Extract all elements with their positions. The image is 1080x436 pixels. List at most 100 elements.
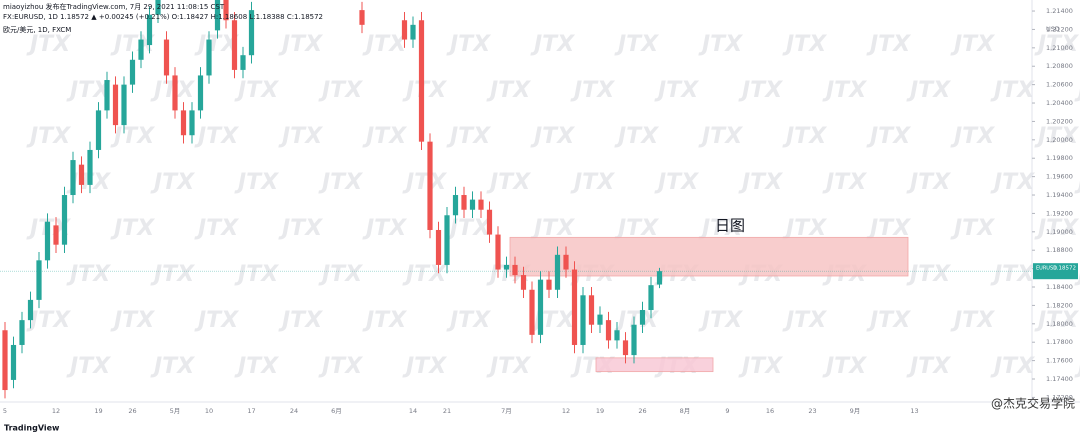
x-tick-label: 12 <box>52 407 60 415</box>
watermark: JTX <box>530 216 575 241</box>
watermark: JTX <box>278 308 323 333</box>
candle-body <box>597 314 603 325</box>
watermark: JTX <box>1034 308 1079 333</box>
watermark: JTX <box>530 124 575 149</box>
watermark: JTX <box>990 170 1035 195</box>
watermark: JTX <box>194 124 239 149</box>
watermark: JTX <box>446 216 491 241</box>
y-tick-label: 1.19600 <box>1046 173 1073 181</box>
y-tick-label: 1.18200 <box>1046 301 1073 309</box>
watermark: JTX <box>906 170 951 195</box>
currency: USD <box>1046 25 1060 33</box>
candle-body <box>486 209 493 235</box>
watermark: JTX <box>446 124 491 149</box>
y-tick-label: 1.19800 <box>1046 154 1073 162</box>
watermark: JTX <box>278 216 323 241</box>
watermark: JTX <box>530 32 575 57</box>
candle-body <box>359 10 365 25</box>
watermark: JTX <box>318 354 363 379</box>
x-tick-label: 6月 <box>331 407 342 415</box>
candle-body <box>197 75 204 111</box>
x-tick-label: 13 <box>910 407 918 415</box>
watermark: JTX <box>654 170 699 195</box>
footer-logo: TradingView <box>4 424 60 433</box>
candle-body <box>537 279 544 335</box>
candle-body <box>155 0 161 15</box>
watermark: JTX <box>362 32 407 57</box>
watermark: JTX <box>866 308 911 333</box>
watermark: JTX <box>906 354 951 379</box>
x-tick-label: 12 <box>562 407 570 415</box>
price-tag-symbol: EURUSD <box>1036 266 1057 272</box>
candle-body <box>2 330 8 391</box>
watermark: JTX <box>822 78 867 103</box>
watermark: JTX <box>570 78 615 103</box>
y-tick-label: 1.20200 <box>1046 117 1073 125</box>
y-tick-label: 1.17600 <box>1046 357 1073 365</box>
candle-body <box>563 254 569 270</box>
watermark: JTX <box>782 32 827 57</box>
candle-body <box>87 149 93 185</box>
candle-body <box>19 320 25 345</box>
watermark: JTX <box>194 308 239 333</box>
watermark: JTX <box>362 308 407 333</box>
watermark: JTX <box>318 262 363 287</box>
candle-body <box>248 10 255 56</box>
candle-body <box>631 324 637 356</box>
candle-body <box>478 199 484 210</box>
x-tick-label: 19 <box>596 407 604 415</box>
y-tick-label: 1.21200 <box>1046 25 1073 33</box>
candle-body <box>231 20 238 70</box>
y-tick-label: 1.18400 <box>1046 283 1073 291</box>
x-tick-label: 26 <box>128 407 136 415</box>
author-line: miaoyizhou 发布在TradingView.com, 7月 29, 20… <box>3 2 225 11</box>
watermark: JTX <box>950 308 995 333</box>
candle-body <box>53 225 59 245</box>
candle-body <box>401 20 408 40</box>
candle-body <box>605 320 612 341</box>
watermark: JTX <box>486 78 531 103</box>
watermark: JTX <box>278 32 323 57</box>
watermark: JTX <box>698 308 743 333</box>
x-tick-label: 17 <box>247 407 255 415</box>
watermark: JTX <box>234 78 279 103</box>
x-tick-label: 7月 <box>501 407 512 415</box>
candle-body <box>452 195 459 216</box>
watermark: JTX <box>26 32 71 57</box>
watermark: JTX <box>906 262 951 287</box>
candle-body <box>461 195 467 210</box>
x-tick-label: 8月 <box>680 407 691 415</box>
watermark: JTX <box>402 262 447 287</box>
footer-credit: @杰克交易学院 <box>991 396 1075 411</box>
candle-body <box>78 164 85 185</box>
watermark: JTX <box>614 32 659 57</box>
watermark: JTX <box>66 78 111 103</box>
watermark: JTX <box>486 170 531 195</box>
candle-body <box>656 271 663 285</box>
watermark: JTX <box>990 78 1035 103</box>
watermark: JTX <box>150 170 195 195</box>
candle-body <box>112 84 119 126</box>
watermark: JTX <box>738 354 783 379</box>
candle-body <box>121 84 127 126</box>
watermark: JTX <box>446 308 491 333</box>
candle-body <box>214 0 221 31</box>
watermark: JTX <box>866 124 911 149</box>
watermark: JTX <box>110 216 155 241</box>
watermark: JTX <box>698 216 743 241</box>
y-tick-label: 1.19000 <box>1046 228 1073 236</box>
watermark: JTX <box>950 124 995 149</box>
instrument: 欧元/美元, 1D, FXCM <box>3 25 71 34</box>
watermark: JTX <box>1034 32 1079 57</box>
x-tick-label: 9 <box>725 407 729 415</box>
watermark: JTX <box>782 216 827 241</box>
price-tag <box>1033 263 1078 280</box>
watermark: JTX <box>278 124 323 149</box>
watermark: JTX <box>614 124 659 149</box>
candle-body <box>469 199 476 210</box>
watermark: JTX <box>318 78 363 103</box>
price-tag-value: 1.18572 <box>1053 266 1076 272</box>
candle-body <box>554 254 561 290</box>
y-tick-label: 1.17200 <box>1046 393 1073 401</box>
